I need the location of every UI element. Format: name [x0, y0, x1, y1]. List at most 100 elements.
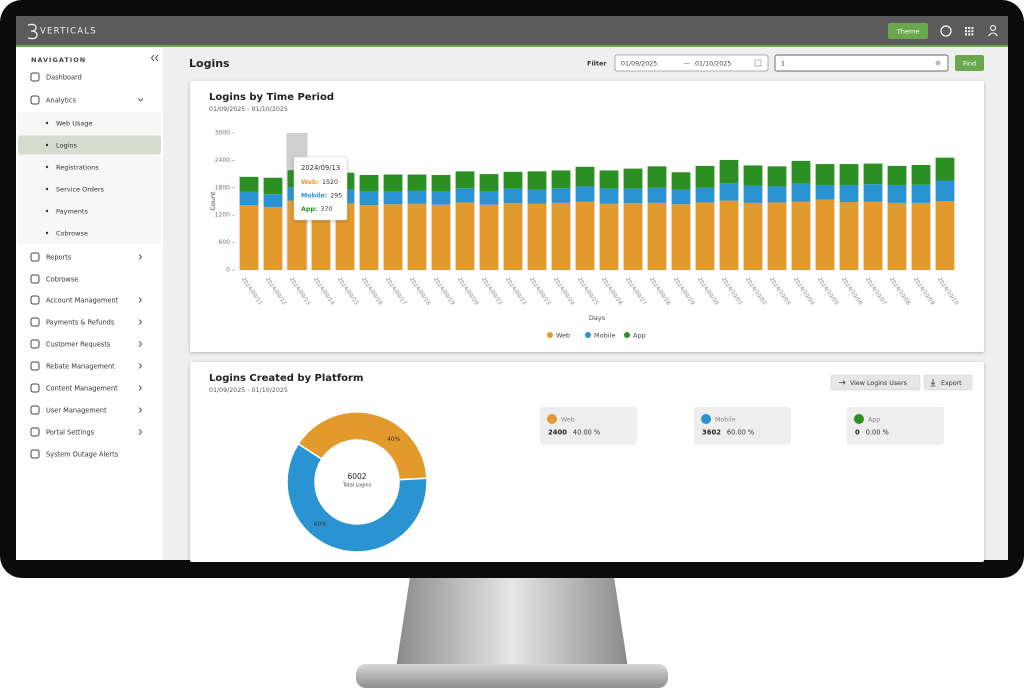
legend-label[interactable]: App [633, 332, 646, 340]
date-range-input[interactable] [614, 54, 769, 72]
nav-subitem[interactable]: Payments [56, 208, 88, 216]
bar-segment[interactable] [719, 183, 739, 201]
bar-segment[interactable] [623, 203, 643, 270]
bar-segment[interactable] [623, 188, 643, 204]
bar-segment[interactable] [743, 185, 763, 203]
nav-subitem[interactable]: Service Orders [56, 186, 105, 194]
bar-segment[interactable] [503, 188, 523, 204]
bar-segment[interactable] [839, 201, 859, 270]
bar-segment[interactable] [767, 202, 787, 270]
bar-segment[interactable] [839, 164, 859, 186]
bar-segment[interactable] [311, 203, 331, 270]
nav-item[interactable]: Portal Settings [46, 429, 95, 437]
bar-segment[interactable] [263, 177, 283, 195]
bar-segment[interactable] [935, 180, 955, 202]
bar-segment[interactable] [527, 171, 547, 190]
bar-segment[interactable] [263, 206, 283, 270]
bar-segment[interactable] [407, 190, 427, 204]
date-to[interactable]: 01/10/2025 [695, 61, 731, 68]
bar-segment[interactable] [839, 185, 859, 202]
bar-segment[interactable] [479, 174, 499, 191]
nav-item[interactable]: Payments & Refunds [46, 319, 115, 327]
bar-segment[interactable] [863, 184, 883, 202]
export-label[interactable]: Export [941, 380, 962, 387]
date-from[interactable]: 01/09/2025 [621, 61, 657, 68]
nav-item[interactable]: Rebate Management [46, 363, 115, 371]
bar-segment[interactable] [431, 175, 451, 191]
bar-segment[interactable] [359, 175, 379, 191]
bar-segment[interactable] [479, 190, 499, 205]
bar-segment[interactable] [695, 165, 715, 188]
search-input[interactable] [774, 54, 949, 72]
bar-segment[interactable] [263, 194, 283, 207]
bar-segment[interactable] [887, 185, 907, 203]
bar-segment[interactable] [455, 202, 475, 270]
bar-segment[interactable] [431, 204, 451, 270]
theme-label[interactable]: Theme [896, 28, 919, 36]
theme-button[interactable] [888, 23, 928, 39]
bar-segment[interactable] [503, 203, 523, 270]
bar-segment[interactable] [239, 191, 259, 206]
bar-segment[interactable] [767, 166, 787, 187]
bar-segment[interactable] [599, 203, 619, 270]
bar-segment[interactable] [407, 203, 427, 270]
bar-segment[interactable] [647, 202, 667, 270]
bar-segment[interactable] [815, 185, 835, 200]
bar-segment[interactable] [719, 159, 739, 184]
nav-item[interactable]: Account Management [46, 297, 119, 305]
bar-segment[interactable] [767, 186, 787, 203]
nav-item[interactable]: User Management [46, 407, 107, 415]
legend-swatch[interactable] [585, 332, 591, 338]
bar-segment[interactable] [359, 205, 379, 270]
bar-segment[interactable] [527, 189, 547, 204]
bar-segment[interactable] [479, 204, 499, 270]
bar-segment[interactable] [239, 205, 259, 270]
bar-segment[interactable] [647, 187, 667, 203]
collapse-icon[interactable] [150, 54, 159, 62]
bar-segment[interactable] [239, 176, 259, 192]
donut-slice[interactable] [297, 411, 428, 481]
bar-segment[interactable] [791, 160, 811, 184]
search-value[interactable]: 1 [781, 61, 785, 68]
bar-segment[interactable] [551, 170, 571, 189]
bar-segment[interactable] [863, 201, 883, 271]
bar-segment[interactable] [599, 170, 619, 189]
bar-segment[interactable] [599, 188, 619, 204]
bar-segment[interactable] [671, 204, 691, 270]
bar-segment[interactable] [575, 186, 595, 202]
user-icon-head[interactable] [989, 24, 997, 32]
bar-segment[interactable] [551, 188, 571, 203]
bar-segment[interactable] [935, 157, 955, 181]
bar-segment[interactable] [911, 202, 931, 270]
nav-item[interactable]: Analytics [46, 97, 77, 105]
bar-segment[interactable] [911, 184, 931, 203]
bar-segment[interactable] [623, 168, 643, 189]
bar-segment[interactable] [455, 171, 475, 189]
legend-swatch[interactable] [624, 332, 630, 338]
clear-icon[interactable] [935, 60, 941, 66]
bar-segment[interactable] [791, 201, 811, 271]
nav-item[interactable]: Dashboard [46, 74, 82, 82]
nav-subitem[interactable]: Web Usage [56, 120, 93, 128]
nav-item[interactable]: Customer Requests [46, 341, 111, 349]
nav-item[interactable]: Cobrowse [46, 276, 78, 284]
legend-swatch[interactable] [547, 332, 553, 338]
bar-segment[interactable] [935, 201, 955, 270]
nav-subitem[interactable]: Logins [56, 142, 78, 150]
bar-segment[interactable] [863, 163, 883, 185]
bar-segment[interactable] [887, 165, 907, 186]
help-icon[interactable] [940, 25, 952, 37]
nav-item[interactable]: System Outage Alerts [46, 451, 119, 459]
bar-segment[interactable] [719, 200, 739, 270]
bar-segment[interactable] [383, 190, 403, 205]
bar-segment[interactable] [575, 166, 595, 187]
legend-label[interactable]: Mobile [594, 332, 615, 340]
bar-segment[interactable] [671, 189, 691, 205]
bar-segment[interactable] [887, 202, 907, 270]
bar-segment[interactable] [575, 201, 595, 271]
bar-segment[interactable] [743, 165, 763, 186]
donut-slice[interactable] [286, 442, 428, 553]
bar-segment[interactable] [527, 203, 547, 270]
export-button[interactable] [923, 374, 973, 391]
bar-segment[interactable] [503, 171, 523, 189]
